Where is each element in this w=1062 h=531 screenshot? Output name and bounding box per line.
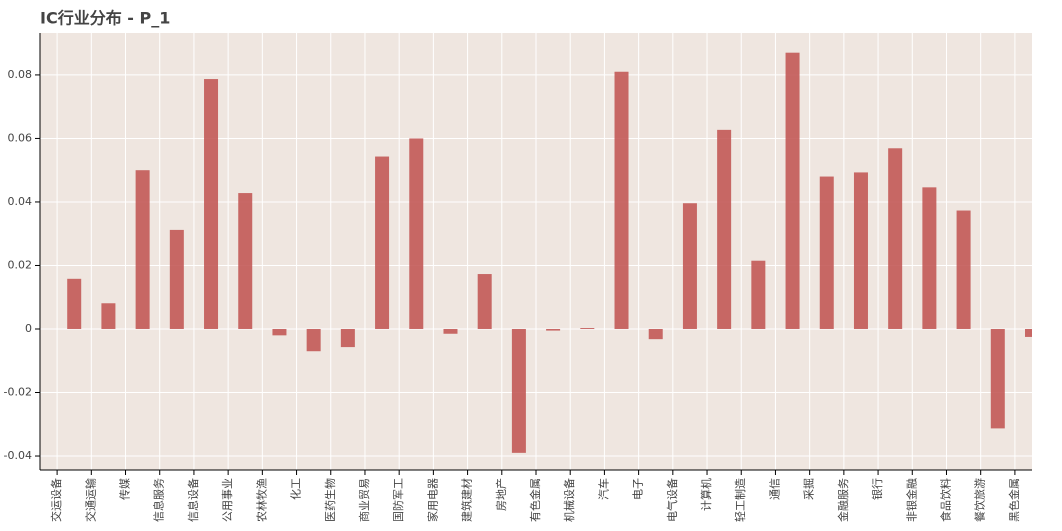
x-tick-label: 机械设备 [562, 478, 576, 522]
x-tick-label: 公用事业 [221, 478, 234, 522]
x-tick-label: 信息服务 [152, 478, 166, 522]
bar [990, 328, 1005, 429]
y-tick-label: -0.02 [4, 386, 32, 399]
bar [888, 148, 903, 329]
bar [682, 203, 697, 329]
x-tick-label: 信息设备 [186, 478, 200, 522]
bar [648, 328, 663, 340]
x-tick-label: 电子 [632, 478, 645, 500]
x-tick-label: 非银金融 [904, 478, 918, 522]
y-tick-label: 0.04 [8, 195, 33, 208]
bar [751, 260, 766, 329]
y-tick-label: 0.06 [8, 131, 33, 144]
y-tick-label: -0.04 [4, 449, 32, 462]
x-tick-label: 交运设备 [49, 478, 63, 522]
bar [67, 278, 82, 329]
bar [204, 79, 219, 329]
bar [511, 328, 526, 453]
bar [546, 328, 561, 331]
x-tick-label: 农林牧渔 [254, 478, 268, 522]
x-tick-label: 房地产 [494, 478, 508, 511]
bar [1025, 328, 1032, 337]
bar [443, 328, 458, 334]
x-tick-label: 汽车 [596, 478, 610, 500]
bar [819, 176, 834, 329]
y-tick-label: 0.08 [8, 68, 33, 81]
bar [785, 52, 800, 329]
x-tick-label: 传媒 [119, 478, 132, 500]
bar [340, 328, 355, 348]
bar [580, 328, 595, 329]
x-tick-label: 交通运输 [83, 478, 97, 522]
y-tick-label: 0 [25, 322, 32, 335]
x-tick-label: 商业贸易 [357, 478, 371, 522]
x-tick-label: 家用电器 [425, 478, 439, 522]
x-tick-label: 有色金属 [528, 478, 542, 522]
x-tick-label: 电气设备 [665, 478, 679, 522]
x-tick-label: 银行 [870, 478, 884, 500]
x-tick-label: 建筑建材 [460, 478, 474, 522]
bar [477, 274, 492, 329]
bar [922, 187, 937, 329]
x-tick-label: 金融服务 [836, 478, 850, 522]
y-tick-label: 0.02 [8, 258, 33, 271]
x-tick-label: 国防军工 [391, 478, 405, 522]
x-tick-label: 医药生物 [323, 478, 337, 522]
bar [272, 328, 287, 336]
chart-title: IC行业分布 - P_1 [40, 9, 170, 28]
x-tick-label: 黑色金属 [1007, 478, 1021, 522]
x-tick-label: 轻工制造 [733, 478, 747, 522]
bar [409, 138, 424, 329]
bar [853, 172, 868, 329]
bar [306, 328, 321, 352]
x-tick-label: 化工 [289, 478, 303, 500]
bar [169, 229, 184, 329]
x-tick-label: 通信 [768, 478, 781, 500]
bar [717, 129, 732, 329]
bar [614, 71, 629, 329]
x-tick-label: 计算机 [699, 478, 713, 511]
bars [67, 52, 1032, 453]
bar [238, 193, 253, 329]
bar [956, 210, 971, 329]
x-tick-label: 食品饮料 [938, 478, 952, 522]
x-tick-label: 采掘 [802, 478, 816, 500]
x-tick-label: 餐饮旅游 [973, 478, 987, 522]
bar [375, 156, 390, 329]
axes: -0.04 -0.02 0 0.02 0.04 0.06 0.08 交运设备 交通运输 传媒 信息服… [4, 33, 1032, 522]
bar [101, 303, 116, 329]
bar [135, 170, 150, 329]
